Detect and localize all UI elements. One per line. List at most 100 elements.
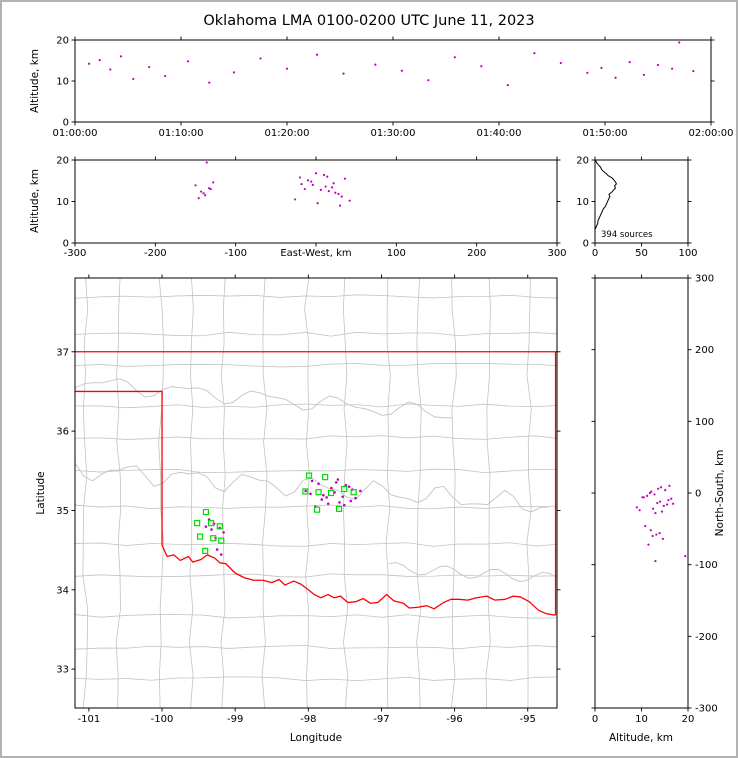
axes-frame	[74, 277, 558, 709]
tick-label: 20	[56, 156, 69, 167]
lma-source-point	[648, 491, 651, 495]
tick-label: 100	[387, 248, 406, 259]
lma-source-point	[88, 62, 91, 65]
tick-label: 10	[576, 197, 589, 208]
lma-source-point	[692, 70, 695, 73]
lma-source-point	[670, 497, 673, 500]
oklahoma-border	[75, 390, 556, 616]
lma-station-marker	[196, 533, 204, 540]
lma-source-point	[219, 553, 223, 556]
lma-source-point	[332, 182, 335, 185]
lma-station-marker	[207, 520, 215, 527]
lma-source-point	[600, 66, 603, 69]
lma-source-point	[359, 489, 362, 493]
lma-source-point	[132, 77, 135, 81]
lma-station-marker	[216, 523, 223, 530]
tick-label: -200	[144, 248, 167, 259]
tick-label: -95	[520, 714, 536, 725]
tick-label: 34	[56, 585, 69, 596]
tick-label: 36	[56, 427, 69, 438]
county-line	[75, 294, 557, 299]
lma-station-marker	[341, 485, 348, 493]
lma-source-point	[672, 502, 675, 505]
tick-label: 50	[635, 248, 648, 259]
county-line	[75, 331, 557, 337]
lma-source-point	[202, 192, 205, 195]
lma-source-point	[310, 180, 313, 183]
panel-plan-view-map: -101 -100 -99 -98 -97 -96 -95 33 34 35 36 37	[56, 274, 561, 725]
lma-source-point	[205, 161, 208, 164]
lma-source-point	[259, 57, 262, 60]
tick-label: -100	[224, 248, 247, 259]
lma-source-point	[334, 481, 338, 484]
axis-labels: Altitude, km Altitude, km Latitude Longi…	[29, 49, 726, 744]
tick-label: 200	[467, 248, 486, 259]
county-line	[75, 614, 557, 619]
ew-height-ylabel: Altitude, km	[29, 169, 41, 233]
tick-label: 0	[592, 714, 598, 725]
lma-source-point	[336, 478, 340, 481]
county-line	[261, 278, 268, 708]
lma-source-point	[427, 79, 430, 82]
lma-source-point	[628, 61, 631, 64]
lma-source-point	[343, 177, 347, 180]
lma-source-point	[285, 67, 289, 70]
lma-source-point	[338, 501, 341, 504]
county-line	[75, 468, 557, 474]
lma-source-point	[341, 495, 344, 498]
river-line	[75, 378, 453, 419]
lma-station-marker	[322, 474, 329, 481]
lma-source-point	[344, 483, 348, 487]
lma-source-point	[330, 186, 334, 189]
county-line	[82, 278, 89, 708]
source-count-annotation: 394 sources	[601, 230, 653, 240]
lma-source-point	[667, 499, 670, 502]
county-line	[188, 278, 194, 708]
tick-label: -300	[64, 248, 87, 259]
lma-source-point	[208, 81, 211, 84]
lma-source-point	[684, 554, 687, 558]
lma-source-point	[326, 502, 330, 506]
lma-source-point	[657, 487, 660, 490]
county-line	[158, 278, 164, 708]
lma-station-marker	[315, 489, 322, 496]
lma-source-point	[109, 68, 112, 71]
lma-source-point	[348, 199, 351, 202]
tick-label: 01:00:00	[53, 128, 98, 139]
county-line	[75, 573, 557, 578]
tick-label: 10	[56, 197, 69, 208]
tick-label: 37	[56, 347, 69, 358]
tick-label: 200	[695, 345, 714, 356]
county-line	[75, 645, 557, 650]
figure-title: Oklahoma LMA 0100-0200 UTC June 11, 2023	[203, 13, 535, 29]
lma-source-point	[204, 525, 208, 528]
lma-source-point	[298, 176, 302, 179]
tick-label: -101	[78, 714, 101, 725]
lma-source-point	[651, 534, 654, 538]
tick-label: 33	[56, 665, 69, 676]
map-ylabel: Latitude	[35, 471, 47, 514]
tick-label: 02:00:00	[689, 128, 734, 139]
lma-source-point	[533, 52, 536, 55]
lma-source-point	[654, 511, 657, 515]
tick-label: 01:40:00	[477, 128, 522, 139]
lma-source-point	[212, 181, 215, 184]
panel-northsouth-height: 0 10 20 300 200 100 0 -100 -200 -300	[591, 274, 718, 725]
lma-source-point	[659, 486, 663, 489]
lma-source-point	[317, 482, 320, 486]
tick-label: -100	[695, 560, 718, 571]
map-xlabel: Longitude	[290, 732, 342, 744]
lma-source-point	[197, 197, 200, 200]
lma-source-point	[660, 510, 664, 513]
lma-station-marker	[194, 520, 201, 527]
lma-source-point	[316, 202, 319, 205]
lma-source-point	[319, 188, 322, 191]
lma-source-point	[586, 71, 589, 74]
county-line	[75, 435, 557, 440]
tick-label: 20	[682, 714, 695, 725]
river-line	[388, 562, 557, 583]
tick-label: East-West, km	[280, 248, 351, 259]
tick-label: 100	[695, 417, 714, 428]
